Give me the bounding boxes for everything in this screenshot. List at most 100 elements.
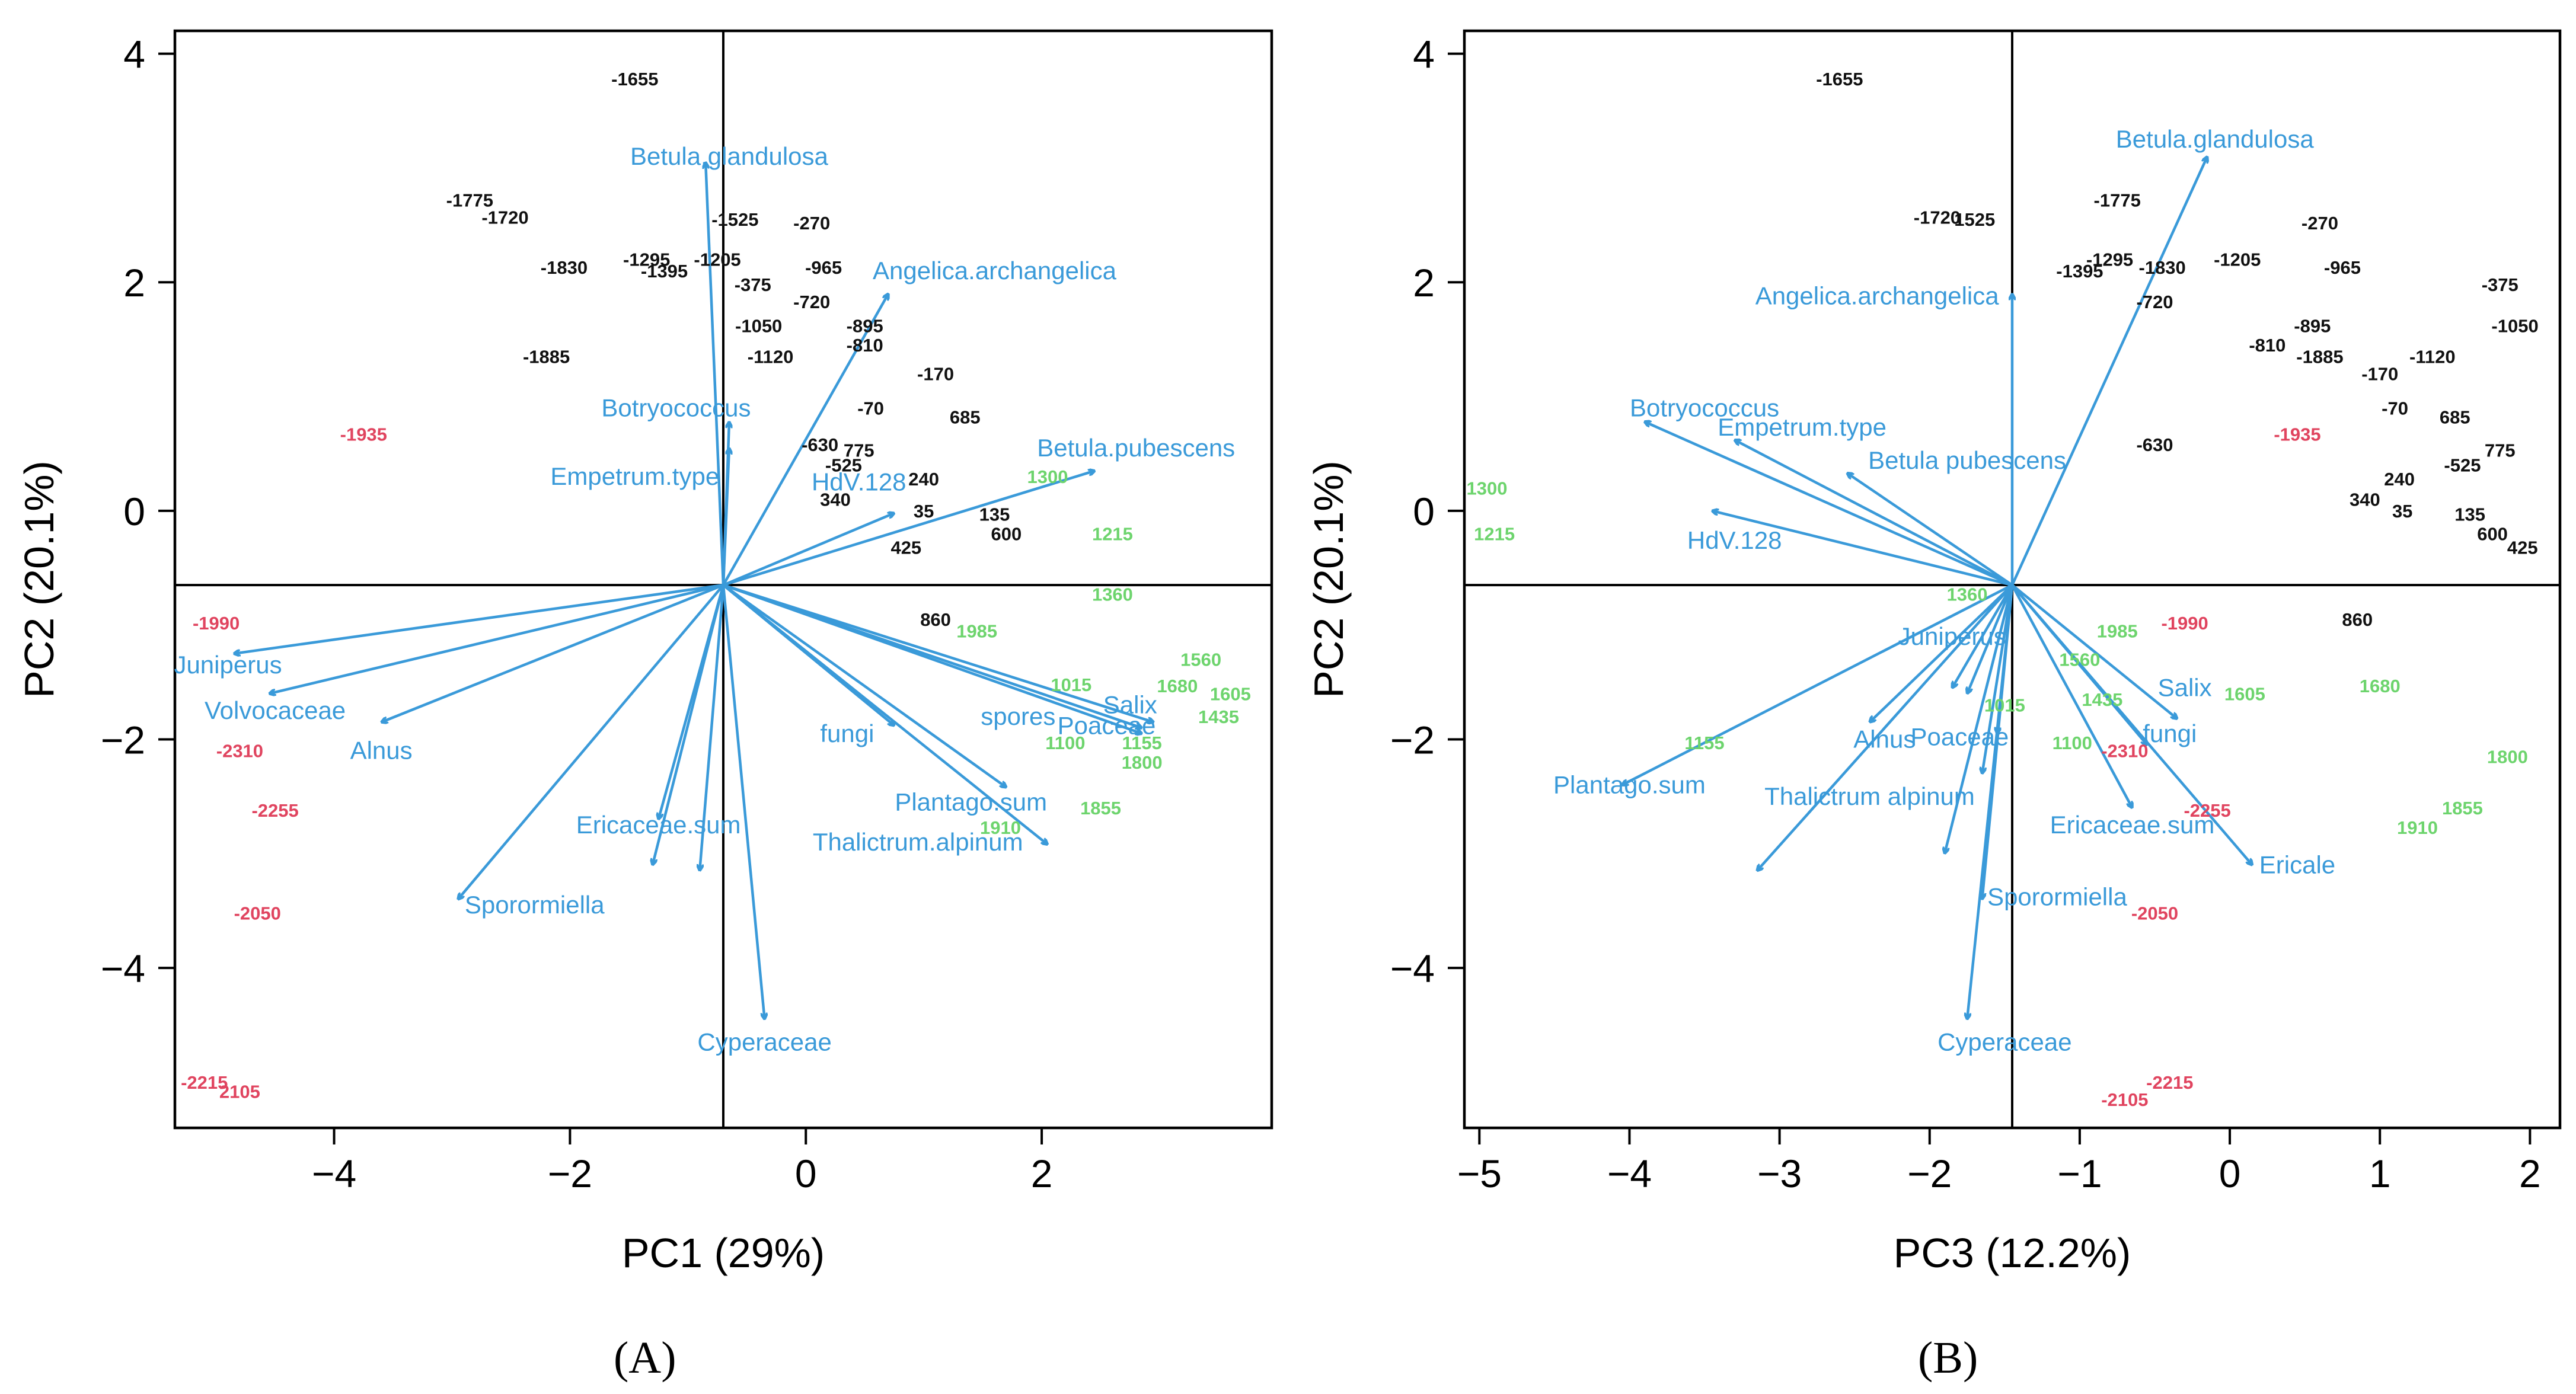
sample-label: -895 xyxy=(2294,315,2331,336)
loading-arrow xyxy=(723,583,1154,722)
sample-label: -270 xyxy=(2302,213,2338,234)
sample-label: 1300 xyxy=(1027,466,1068,487)
sample-label: 135 xyxy=(979,504,1010,525)
sample-label: -2215 xyxy=(181,1072,228,1093)
sample-label: 1215 xyxy=(1092,523,1133,544)
loading-label: Plantago.sum xyxy=(1553,771,1706,799)
loading-arrow xyxy=(722,293,888,586)
x-tick-label: −2 xyxy=(1907,1152,1952,1195)
sample-label: 1155 xyxy=(1122,733,1162,753)
loading-label: Angelica.archangelica xyxy=(873,257,1117,284)
y-tick-label: 2 xyxy=(1413,261,1435,305)
sample-label: 1800 xyxy=(2487,746,2528,767)
x-tick-label: −1 xyxy=(2057,1152,2102,1195)
y-axis-title: PC2 (20.1%) xyxy=(16,461,62,698)
sample-label: -170 xyxy=(2361,363,2398,384)
sample-label: -1395 xyxy=(641,261,688,282)
loading-label: Ericaceae.sum xyxy=(576,811,741,839)
y-tick-label: −4 xyxy=(1390,947,1435,990)
sample-label: 340 xyxy=(820,490,851,510)
sample-label: -1720 xyxy=(1914,207,1961,228)
sample-label: -2050 xyxy=(2131,903,2178,924)
loading-label: Salix xyxy=(2158,674,2212,702)
y-tick-label: −4 xyxy=(101,947,145,990)
loading-label: Angelica.archangelica xyxy=(1755,282,2000,309)
sample-label: 240 xyxy=(2384,469,2415,490)
sample-label: -1720 xyxy=(481,207,528,228)
sample-label: -2310 xyxy=(216,741,263,762)
panel-label-b: (B) xyxy=(1918,1333,1978,1383)
sample-label: 1015 xyxy=(1051,674,1091,695)
sample-label: -270 xyxy=(793,213,830,234)
loading-label: Salix xyxy=(1103,691,1157,719)
sample-label: 1300 xyxy=(1466,478,1507,498)
loading-arrow xyxy=(269,583,724,693)
y-tick-label: −2 xyxy=(1390,718,1435,762)
x-tick-label: 0 xyxy=(795,1152,817,1195)
sample-label: 685 xyxy=(2440,407,2470,428)
loading-arrow xyxy=(234,583,724,654)
sample-label: 1100 xyxy=(1045,733,1085,753)
sample-label: 1435 xyxy=(1198,706,1239,727)
loading-arrow xyxy=(2011,584,2252,865)
sample-label: 240 xyxy=(908,469,939,490)
sample-label: -2255 xyxy=(251,800,298,821)
sample-label: -1830 xyxy=(2139,257,2186,278)
sample-label: 135 xyxy=(2454,504,2485,525)
loading-label: Sporormiella xyxy=(465,891,605,919)
y-tick-label: 2 xyxy=(123,261,145,305)
loading-arrow xyxy=(723,513,894,587)
sample-label: 1605 xyxy=(1210,683,1251,704)
sample-label: -1990 xyxy=(193,613,240,634)
loading-arrow xyxy=(2010,156,2207,586)
sample-label: 35 xyxy=(914,501,934,522)
sample-label: 1155 xyxy=(1684,733,1724,753)
sample-label: -630 xyxy=(802,434,838,455)
loading-arrow xyxy=(706,162,725,586)
x-tick-label: −2 xyxy=(548,1152,592,1195)
sample-label: -2105 xyxy=(2101,1089,2148,1110)
sample-label: 2105 xyxy=(219,1081,260,1102)
sample-label: 1680 xyxy=(1157,676,1198,696)
sample-label: -1120 xyxy=(2409,347,2456,367)
loading-label: Betula pubescens xyxy=(1868,446,2066,474)
panel-b-biplot: −5 −4 −3 −2 −1 0 1 2 −4 −2 0 2 4 PC3 (12.2%) PC2 (20.1… xyxy=(1305,29,2562,1276)
x-axis-title: PC1 (29%) xyxy=(622,1230,825,1276)
sample-label: -1990 xyxy=(2161,613,2208,634)
loading-arrow xyxy=(722,584,765,1019)
sample-label: -2050 xyxy=(234,903,281,924)
sample-label: 860 xyxy=(2342,609,2373,630)
sample-label: 1215 xyxy=(1474,523,1515,544)
sample-label: 1360 xyxy=(1947,584,1988,605)
sample-label: 1985 xyxy=(2097,621,2138,641)
sample-label: -895 xyxy=(847,315,883,336)
loading-arrow xyxy=(1757,584,2013,871)
y-tick-label: −2 xyxy=(101,718,145,762)
sample-label: 775 xyxy=(844,440,874,461)
loading-arrow xyxy=(458,584,724,899)
sample-label: 1910 xyxy=(980,817,1021,838)
sample-label: 775 xyxy=(2485,440,2516,461)
sample-label: -1295 xyxy=(2086,250,2133,270)
loading-label: HdV.128 xyxy=(1687,526,1782,554)
sample-label: -375 xyxy=(735,274,771,295)
loading-arrow xyxy=(653,584,725,865)
sample-label: -1885 xyxy=(523,347,570,367)
sample-label: -1655 xyxy=(1816,69,1863,89)
loading-arrow xyxy=(1870,584,2013,722)
sample-label: -1885 xyxy=(2296,347,2343,367)
x-tick-label: 0 xyxy=(2219,1152,2241,1195)
loading-arrow xyxy=(381,584,724,722)
sample-label: -525 xyxy=(2444,455,2481,476)
loading-label: Betula.glandulosa xyxy=(2116,125,2315,153)
sample-label: -1830 xyxy=(541,257,588,278)
sample-label: -720 xyxy=(2136,292,2173,312)
loading-label: Alnus xyxy=(350,737,413,765)
sample-label: -1935 xyxy=(340,424,387,445)
sample-label: 1525 xyxy=(1954,209,1995,230)
sample-label: 1800 xyxy=(1122,752,1163,773)
loading-label: HdV.128 xyxy=(812,468,906,496)
sample-label: 35 xyxy=(2392,501,2412,522)
loading-label: fungi xyxy=(2143,720,2197,747)
sample-label: 1605 xyxy=(2224,683,2265,704)
